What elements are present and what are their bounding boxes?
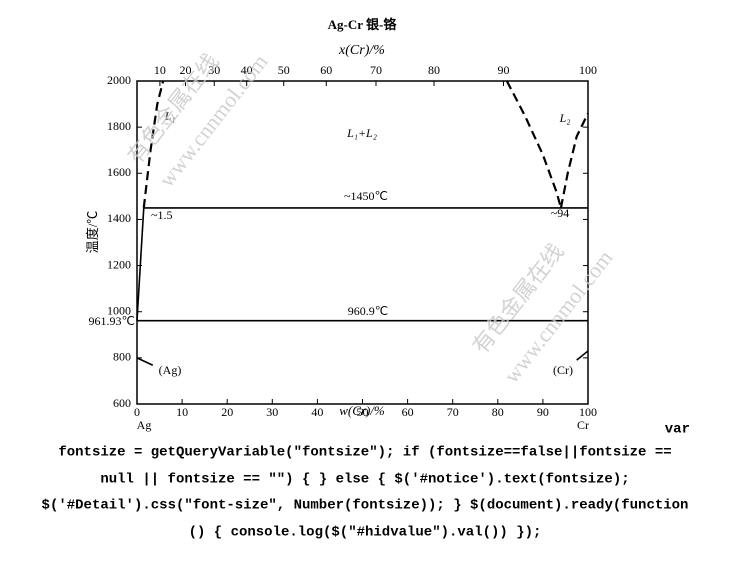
x-tick-label: 70 — [447, 405, 459, 419]
annotation: (Cr) — [553, 363, 573, 377]
code-text: $('#Detail').css("font-size", Number(fon… — [42, 498, 689, 514]
phase-line — [559, 112, 589, 209]
x-tick-label: 90 — [537, 405, 549, 419]
annotation: Cr — [577, 418, 589, 432]
y-tick-label: 800 — [113, 350, 131, 364]
y-tick-label: 600 — [113, 396, 131, 410]
annotation: ~1450℃ — [344, 189, 388, 203]
x2-tick-label: 60 — [320, 63, 332, 77]
x2-tick-label: 50 — [278, 63, 290, 77]
y-tick-label: 2000 — [107, 73, 131, 87]
x2-tick-label: 80 — [428, 63, 440, 77]
x2-tick-label: 100 — [579, 63, 597, 77]
x-tick-label: 10 — [176, 405, 188, 419]
annotation: 961.93℃ — [89, 314, 135, 328]
x-tick-label: 100 — [579, 405, 597, 419]
x2-tick-label: 90 — [497, 63, 509, 77]
phase-line — [136, 357, 154, 366]
x-tick-label: 80 — [492, 405, 504, 419]
x2-tick-label: 70 — [370, 63, 382, 77]
code-text: () { console.log($("#hidvalue").val()) }… — [189, 525, 542, 541]
phase-line — [505, 80, 562, 209]
x2-tick-label: 10 — [154, 63, 166, 77]
y-tick-label: 1200 — [107, 257, 131, 271]
x-axis-label: w(Cr)/% — [339, 403, 385, 418]
annotation: L₁ — [164, 109, 176, 123]
x-tick-label: 50 — [357, 405, 369, 419]
x-tick-label: 30 — [266, 405, 278, 419]
annotation: L₁+L₂ — [346, 126, 377, 140]
y-axis-label: 温度/℃ — [85, 211, 100, 254]
x2-axis-label: x(Cr)/% — [338, 43, 385, 58]
x2-tick-label: 40 — [241, 63, 253, 77]
x-tick-label: 20 — [221, 405, 233, 419]
code-text: fontsize = getQueryVariable("fontsize");… — [58, 445, 671, 461]
phase-line — [576, 350, 589, 361]
annotation: Ag — [137, 418, 152, 432]
annotation: ~94 — [551, 206, 570, 220]
x-tick-label: 60 — [402, 405, 414, 419]
y-tick-label: 1000 — [107, 303, 131, 317]
x2-tick-label: 30 — [208, 63, 220, 77]
annotation: ~1.5 — [151, 208, 173, 222]
phase-line — [142, 80, 165, 209]
annotation: L₂ — [559, 111, 571, 125]
x-tick-label: 0 — [134, 405, 140, 419]
annotation: (Ag) — [159, 363, 182, 377]
y-tick-label: 1800 — [107, 119, 131, 133]
y-tick-label: 1400 — [107, 211, 131, 225]
chart-title: Ag-Cr 银-铬 — [328, 17, 398, 32]
x2-tick-label: 20 — [179, 63, 191, 77]
code-text: null || fontsize == "") { } else { $('#n… — [100, 472, 629, 488]
annotation: 960.9℃ — [348, 304, 388, 318]
phase-line — [136, 207, 145, 321]
y-tick-label: 1600 — [107, 165, 131, 179]
x-tick-label: 40 — [311, 405, 323, 419]
code-text: var — [665, 422, 690, 438]
